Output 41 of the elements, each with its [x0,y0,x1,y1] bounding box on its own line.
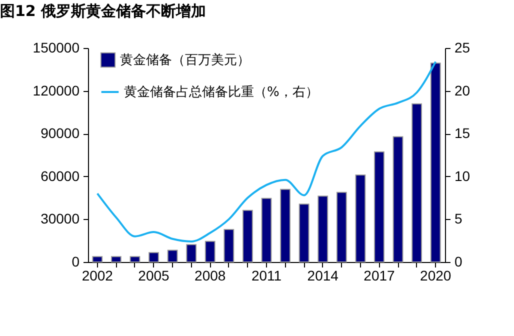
bar [130,256,140,262]
bar [374,151,384,262]
y2-tick-label: 0 [454,254,462,270]
y-tick-label: 60000 [40,168,80,184]
x-tick-label: 2002 [82,268,114,284]
bar [110,256,122,262]
y-tick-label: 0 [72,254,80,270]
x-tick-label: 2005 [138,268,170,284]
bar [224,228,234,262]
bar [280,188,290,262]
y-tick-label: 150000 [32,40,80,56]
bar [242,210,253,262]
chart-title: 图12 俄罗斯黄金储备不断增加 [0,2,206,20]
x-tick-label: 2017 [364,268,396,284]
bar [392,136,404,262]
y2-tick-label: 15 [454,125,470,142]
y-tick-label: 120000 [32,82,80,98]
x-tick-label: 2020 [420,268,452,284]
y2-tick-label: 20 [454,82,470,98]
y-tick-label: 30000 [40,210,80,227]
bar [261,198,272,262]
y2-tick-label: 10 [454,168,470,184]
legend-label: 黄金储备占总储备比重（%，右） [124,85,318,100]
bar [355,174,366,262]
bar [336,192,347,262]
bar [318,196,328,262]
y-tick-label: 90000 [40,125,80,142]
y2-tick-label: 25 [454,40,470,56]
bar [430,62,441,262]
x-tick-label: 2008 [194,268,226,284]
bar [204,240,216,262]
bar [186,244,197,262]
legend-label: 黄金储备（百万美元） [120,52,250,68]
x-tick-label: 2011 [251,268,282,284]
bar [167,250,178,262]
bar [412,103,422,262]
bar [148,252,159,262]
bar [298,204,310,262]
x-tick-label: 2014 [307,268,339,284]
y2-tick-label: 5 [454,210,462,227]
bar [92,256,103,262]
